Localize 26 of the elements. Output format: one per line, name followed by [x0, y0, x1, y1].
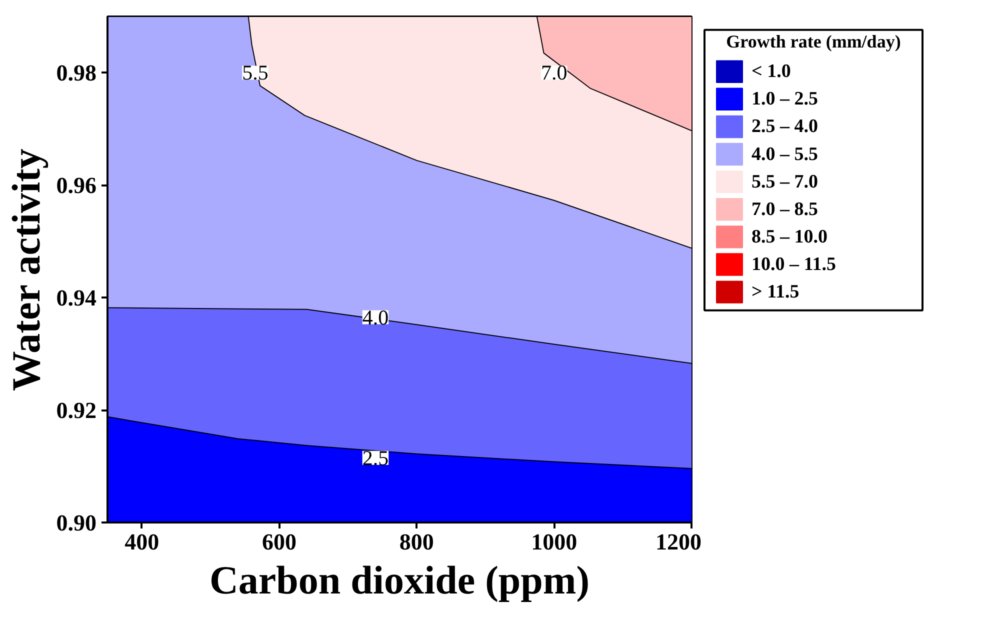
x-axis-title: Carbon dioxide (ppm) — [209, 558, 590, 602]
annotation: 7.0 — [540, 60, 568, 85]
y-tick-label: 0.98 — [56, 60, 96, 86]
annotation: 2.5 — [362, 446, 389, 470]
legend-label: 7.0 – 8.5 — [752, 198, 818, 220]
x-tick-label: 1200 — [656, 530, 702, 554]
x-tick-label: 600 — [262, 530, 297, 554]
annotation: 4.0 — [362, 305, 389, 330]
legend-label: 10.0 – 11.5 — [752, 254, 836, 275]
y-tick-label: 0.94 — [56, 286, 97, 311]
legend-title: Growth rate (mm/day) — [726, 32, 901, 52]
legend-label: > 11.5 — [752, 282, 800, 303]
x-tick-label: 1000 — [531, 530, 578, 554]
y-tick-label: 0.92 — [56, 398, 96, 424]
legend-label: 1.0 – 2.5 — [752, 88, 818, 110]
x-tick-label: 800 — [399, 530, 434, 554]
y-tick-label: 0.96 — [56, 173, 96, 198]
legend-label: < 1.0 — [752, 61, 791, 82]
y-tick-label: 0.90 — [56, 510, 96, 536]
legend-label: 4.0 – 5.5 — [752, 144, 818, 165]
legend-label: 8.5 – 10.0 — [752, 226, 828, 248]
legend-label: 2.5 – 4.0 — [752, 116, 818, 138]
y-axis-title: Water activity — [3, 148, 48, 392]
x-tick-label: 400 — [124, 530, 160, 554]
annotation: 5.5 — [242, 60, 268, 85]
legend-label: 5.5 – 7.0 — [752, 171, 818, 192]
